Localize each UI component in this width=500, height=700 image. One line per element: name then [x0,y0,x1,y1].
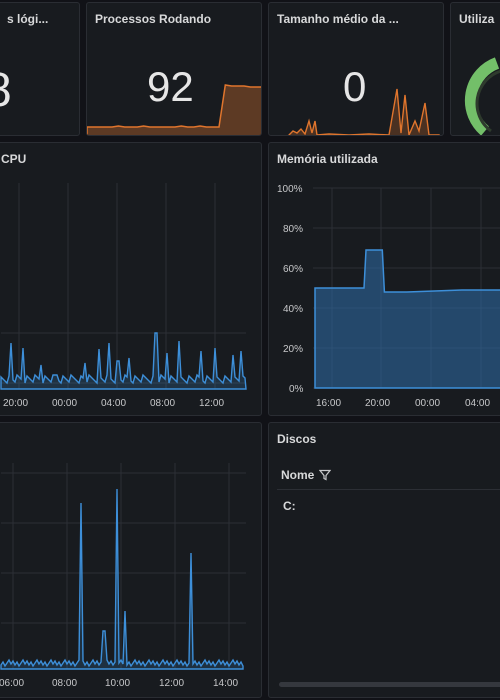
stat-value: 8 [0,63,12,118]
disks-panel[interactable]: Discos Nome C: [268,422,500,698]
x-tick: 10:00 [105,678,130,689]
avg-size-sparkline [288,88,440,135]
column-header-label: Nome [281,468,315,482]
cpu-chart-panel[interactable]: CPU 20:00 00:00 04:00 08:00 12:00 [0,142,262,416]
x-tick: 06:00 [0,678,24,689]
table-row[interactable]: C: [283,499,296,513]
y-tick: 20% [283,344,303,355]
panel-title: Tamanho médio da ... [277,12,399,26]
y-tick: 100% [277,184,303,195]
bottom-chart-panel[interactable]: 06:00 08:00 10:00 12:00 14:00 [0,422,262,698]
x-tick: 08:00 [150,398,175,409]
x-tick: 04:00 [465,398,490,409]
memory-chart-panel[interactable]: Memória utilizada 100% 80% 60% 40% 20% 0… [268,142,500,416]
stat-panel-processes[interactable]: Processos Rodando 92 [86,2,262,136]
x-tick: 14:00 [213,678,238,689]
x-tick: 20:00 [365,398,390,409]
stat-panel-logical[interactable]: s lógi... 8 [0,2,80,136]
stat-value: 92 [147,63,194,110]
stat-panel-avg-size[interactable]: Tamanho médio da ... 0 [268,2,444,136]
y-tick: 0% [289,384,304,395]
column-header-name[interactable]: Nome [281,468,332,482]
x-tick: 04:00 [101,398,126,409]
filter-icon[interactable] [319,469,332,481]
y-tick: 60% [283,264,303,275]
stat-panel-utilization[interactable]: Utiliza [450,2,500,136]
x-tick: 12:00 [159,678,184,689]
horizontal-scrollbar[interactable] [279,682,500,687]
panel-title: Utiliza [459,12,495,26]
x-tick: 16:00 [316,398,341,409]
processes-sparkline [87,84,261,135]
panel-title: Memória utilizada [277,152,378,166]
panel-title: Processos Rodando [95,12,212,26]
x-tick: 08:00 [52,678,77,689]
panel-title: CPU [1,152,27,166]
gauge-icon [464,57,500,135]
x-tick: 00:00 [52,398,77,409]
header-divider [277,489,500,490]
stat-value: 0 [343,63,367,110]
x-tick: 12:00 [199,398,224,409]
panel-title: Discos [277,432,317,446]
cpu-chart: 20:00 00:00 04:00 08:00 12:00 [0,183,247,409]
panel-title: s lógi... [7,12,49,26]
x-tick: 00:00 [415,398,440,409]
bottom-chart: 06:00 08:00 10:00 12:00 14:00 [0,463,246,689]
memory-chart: 100% 80% 60% 40% 20% 0% 16:00 20:00 00:0… [277,184,500,409]
y-tick: 80% [283,224,303,235]
y-tick: 40% [283,304,303,315]
x-tick: 20:00 [3,398,28,409]
